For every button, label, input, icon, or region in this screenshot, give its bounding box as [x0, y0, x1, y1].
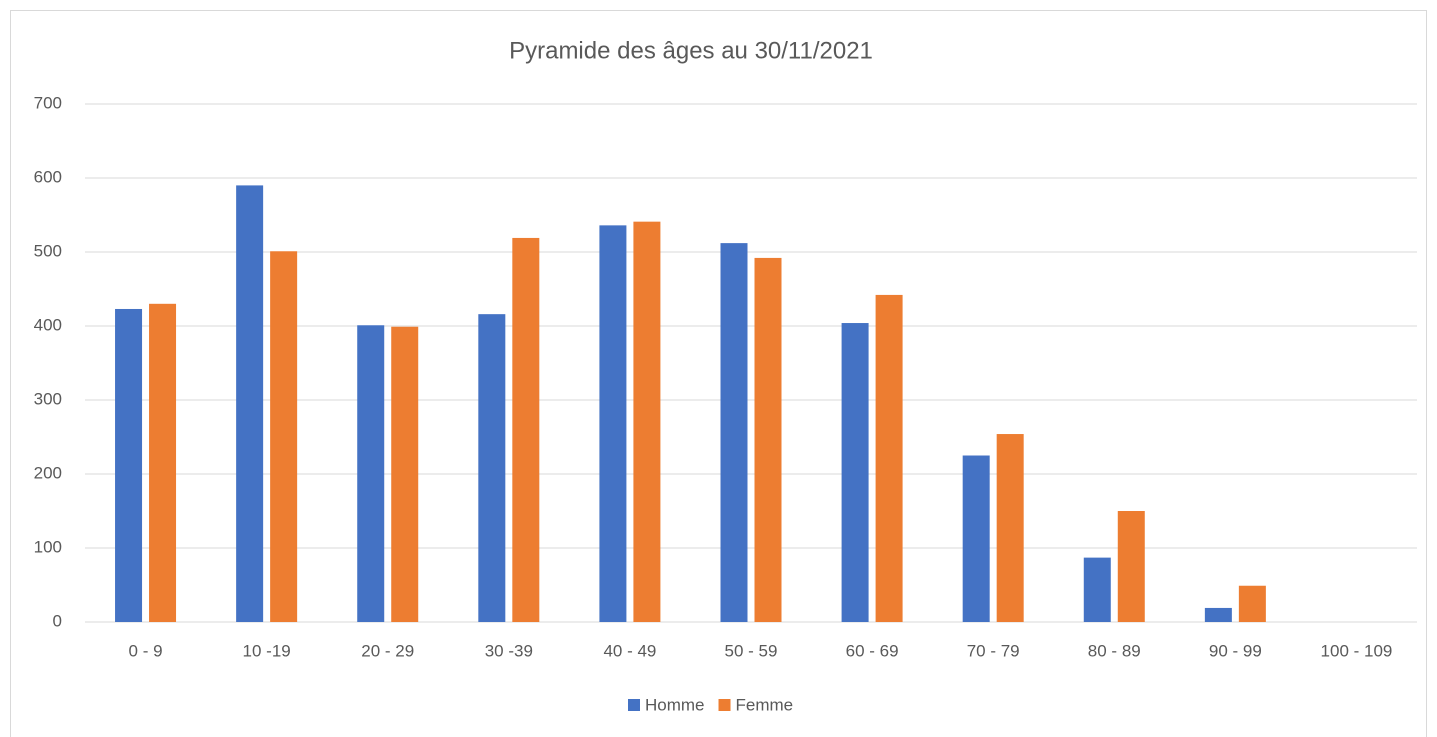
bar	[754, 257, 782, 622]
x-tick-label: 70 - 79	[967, 641, 1020, 660]
chart-title: Pyramide des âges au 30/11/2021	[509, 37, 873, 64]
x-tick-label: 50 - 59	[725, 641, 778, 660]
bar	[875, 294, 903, 622]
bar	[115, 308, 143, 622]
y-tick-label: 700	[34, 93, 62, 112]
bar	[599, 225, 627, 623]
y-tick-label: 100	[34, 537, 62, 556]
bar	[1204, 607, 1232, 622]
x-tick-label: 20 - 29	[361, 641, 414, 660]
y-tick-label: 0	[53, 611, 62, 630]
legend-swatch	[718, 699, 731, 711]
chart-border	[10, 10, 1427, 737]
bar	[720, 243, 748, 622]
legend-label: Homme	[645, 695, 705, 714]
bar	[478, 314, 506, 622]
y-tick-label: 500	[34, 241, 62, 260]
y-tick-label: 300	[34, 389, 62, 408]
bar	[391, 326, 419, 622]
x-tick-label: 10 -19	[243, 641, 291, 660]
x-tick-label: 80 - 89	[1088, 641, 1141, 660]
y-tick-label: 600	[34, 167, 62, 186]
bar	[357, 325, 385, 622]
legend-label: Femme	[736, 695, 794, 714]
x-tick-label: 100 - 109	[1321, 641, 1393, 660]
x-tick-label: 30 -39	[485, 641, 533, 660]
bar	[633, 221, 661, 622]
bar	[1117, 511, 1145, 622]
bar	[236, 185, 264, 622]
x-tick-label: 90 - 99	[1209, 641, 1262, 660]
y-tick-label: 200	[34, 463, 62, 482]
x-tick-label: 40 - 49	[603, 641, 656, 660]
bar	[1083, 557, 1111, 622]
legend-swatch	[628, 699, 640, 711]
bar	[996, 434, 1024, 622]
x-tick-label: 0 - 9	[129, 641, 163, 660]
bar	[512, 237, 540, 622]
bar	[149, 303, 177, 622]
bar	[1238, 585, 1266, 622]
x-tick-label: 60 - 69	[846, 641, 899, 660]
bar	[962, 455, 990, 622]
y-tick-label: 400	[34, 315, 62, 334]
bar	[270, 251, 298, 622]
bar	[841, 323, 869, 622]
